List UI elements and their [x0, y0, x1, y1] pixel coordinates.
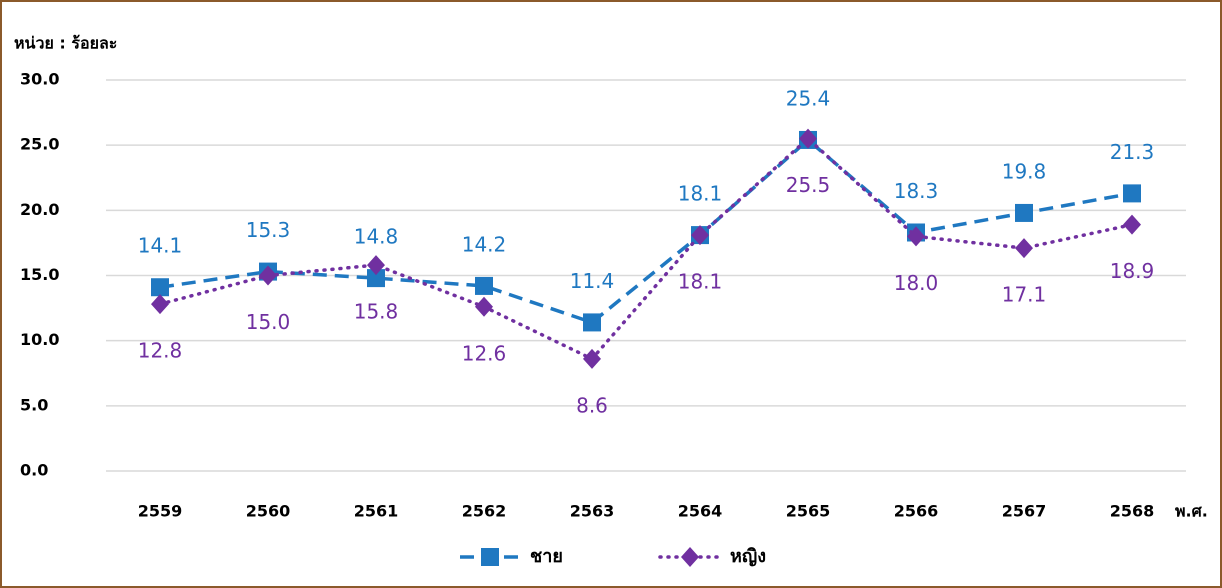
data-label: 15.8: [354, 300, 399, 324]
x-tick-label: 2568: [1110, 502, 1155, 521]
data-point: [583, 313, 601, 332]
data-label: 25.5: [786, 173, 831, 197]
data-point: [151, 278, 169, 297]
data-label: 14.2: [462, 232, 507, 256]
x-tick-label: 2561: [354, 502, 399, 521]
data-label: 14.1: [138, 234, 183, 258]
legend-marker: [481, 548, 499, 566]
x-axis-label: พ.ศ.: [1175, 502, 1208, 521]
y-tick-label: 20.0: [20, 200, 59, 219]
data-point: [1015, 238, 1033, 259]
data-label: 18.1: [678, 182, 723, 206]
data-point: [367, 255, 385, 276]
legend-marker: [681, 547, 699, 567]
data-label: 19.8: [1002, 159, 1047, 183]
data-label: 14.8: [354, 225, 399, 249]
x-tick-label: 2562: [462, 502, 507, 521]
series-line: [158, 136, 1134, 362]
data-label: 15.0: [246, 310, 291, 334]
y-axis-label: หน่วย : ร้อยละ: [14, 34, 117, 53]
data-point: [259, 265, 277, 286]
data-point: [475, 276, 493, 295]
y-tick-label: 10.0: [20, 330, 59, 349]
data-label: 18.3: [894, 179, 939, 203]
x-tick-label: 2567: [1002, 502, 1047, 521]
data-point: [151, 294, 169, 315]
y-tick-label: 25.0: [20, 135, 59, 154]
data-point: [475, 296, 493, 317]
x-tick-label: 2566: [894, 502, 939, 521]
y-tick-label: 30.0: [20, 70, 59, 89]
data-point: [1123, 184, 1141, 203]
data-point: [907, 226, 925, 247]
y-tick-label: 15.0: [20, 265, 59, 284]
data-point: [367, 269, 385, 288]
data-label: 15.3: [246, 218, 291, 242]
x-tick-label: 2565: [786, 502, 831, 521]
data-point: [1015, 203, 1033, 222]
data-label: 25.4: [786, 86, 831, 110]
x-tick-label: 2564: [678, 502, 723, 521]
data-label: 12.8: [138, 339, 183, 363]
data-label: 11.4: [570, 269, 615, 293]
x-tick-label: 2559: [138, 502, 183, 521]
y-tick-label: 5.0: [20, 395, 48, 414]
data-label: 8.6: [576, 393, 608, 417]
data-label: 18.0: [894, 271, 939, 295]
data-point: [691, 225, 709, 246]
data-label: 21.3: [1110, 140, 1155, 164]
data-label: 12.6: [462, 341, 507, 365]
data-label: 18.9: [1110, 259, 1155, 283]
y-tick-label: 0.0: [20, 461, 48, 480]
data-label: 18.1: [678, 270, 723, 294]
series-line: [159, 137, 1133, 325]
data-point: [583, 348, 601, 369]
data-point: [1123, 214, 1141, 235]
data-label: 17.1: [1002, 283, 1047, 307]
x-tick-label: 2560: [246, 502, 291, 521]
data-point: [799, 128, 817, 149]
legend-label: ชาย: [530, 546, 563, 567]
x-tick-label: 2563: [570, 502, 615, 521]
legend-label: หญิง: [730, 546, 766, 567]
